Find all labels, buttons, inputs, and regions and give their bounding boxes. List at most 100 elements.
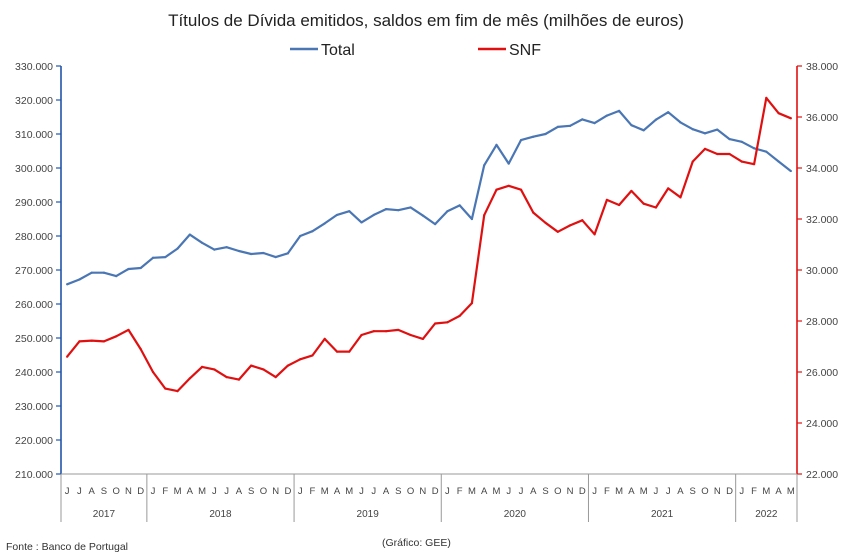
x-month-label: A bbox=[236, 486, 243, 497]
data-point-snf bbox=[593, 233, 596, 236]
x-month-label: O bbox=[701, 486, 708, 497]
data-point-total bbox=[716, 128, 719, 131]
x-month-label: S bbox=[101, 486, 107, 497]
data-point-snf bbox=[188, 377, 191, 380]
x-month-label: N bbox=[272, 486, 279, 497]
y-left-tick-label: 250.000 bbox=[15, 333, 53, 345]
data-point-snf bbox=[728, 152, 731, 156]
data-point-snf bbox=[519, 188, 523, 191]
data-point-snf bbox=[605, 198, 608, 201]
data-point-total bbox=[421, 214, 424, 217]
x-month-label: M bbox=[762, 486, 770, 497]
x-year-label: 2017 bbox=[93, 509, 116, 520]
data-point-snf bbox=[691, 160, 694, 163]
data-point-total bbox=[519, 139, 523, 142]
data-point-total bbox=[115, 275, 118, 278]
data-point-snf bbox=[752, 163, 756, 166]
x-year-label: 2020 bbox=[504, 509, 527, 520]
y-right-tick-label: 26.000 bbox=[806, 367, 838, 379]
x-month-label: D bbox=[432, 486, 439, 497]
y-right-tick-label: 24.000 bbox=[806, 418, 838, 430]
data-point-snf bbox=[262, 368, 265, 371]
x-month-label: O bbox=[554, 486, 561, 497]
data-point-snf bbox=[164, 387, 167, 390]
data-point-snf bbox=[348, 350, 351, 353]
credit-note: (Gráfico: GEE) bbox=[382, 537, 451, 549]
data-point-snf bbox=[703, 147, 707, 150]
data-point-snf bbox=[335, 350, 339, 353]
data-point-snf bbox=[384, 330, 388, 333]
data-point-total bbox=[434, 223, 437, 226]
data-point-total bbox=[544, 132, 547, 136]
x-month-label: J bbox=[654, 486, 659, 497]
data-point-total bbox=[789, 169, 792, 173]
x-month-label: O bbox=[260, 486, 267, 497]
x-month-label: N bbox=[714, 486, 721, 497]
x-month-label: A bbox=[530, 486, 537, 497]
data-point-total bbox=[581, 118, 584, 121]
y-left-tick-label: 290.000 bbox=[15, 197, 53, 209]
data-point-snf bbox=[299, 358, 302, 361]
data-point-total bbox=[200, 241, 204, 244]
data-point-snf bbox=[176, 390, 179, 393]
data-point-total bbox=[532, 135, 535, 138]
x-year-label: 2019 bbox=[357, 509, 380, 520]
x-month-label: N bbox=[125, 486, 132, 497]
x-month-label: F bbox=[457, 486, 463, 497]
data-point-snf bbox=[151, 370, 155, 374]
x-month-label: D bbox=[726, 486, 733, 497]
x-month-label: J bbox=[151, 486, 156, 497]
y-right-tick-label: 30.000 bbox=[806, 265, 838, 277]
source-note: Fonte : Banco de Portugal bbox=[6, 541, 128, 553]
x-month-label: F bbox=[751, 486, 757, 497]
data-point-total bbox=[679, 121, 682, 124]
data-point-total bbox=[250, 252, 253, 256]
data-point-total bbox=[213, 248, 216, 251]
data-point-snf bbox=[777, 112, 780, 115]
x-month-label: A bbox=[334, 486, 341, 497]
y-right-tick-label: 34.000 bbox=[806, 163, 838, 175]
x-month-label: A bbox=[628, 486, 635, 497]
data-point-snf bbox=[102, 340, 106, 343]
data-point-snf bbox=[470, 302, 474, 305]
data-point-snf bbox=[789, 117, 792, 120]
x-month-label: J bbox=[519, 486, 524, 497]
x-month-label: F bbox=[162, 486, 168, 497]
data-point-snf bbox=[483, 214, 486, 217]
y-left-tick-label: 260.000 bbox=[15, 299, 53, 311]
chart-title: Títulos de Dívida emitidos, saldos em fi… bbox=[168, 11, 684, 30]
data-point-total bbox=[286, 252, 290, 255]
data-point-total bbox=[691, 128, 694, 131]
y-right-tick-label: 38.000 bbox=[806, 61, 838, 73]
x-month-label: J bbox=[506, 486, 511, 497]
data-point-total bbox=[335, 213, 339, 217]
data-point-total bbox=[752, 147, 756, 150]
data-point-snf bbox=[286, 364, 290, 367]
legend-label-snf: SNF bbox=[509, 42, 541, 59]
y-left-tick-label: 330.000 bbox=[15, 61, 53, 73]
data-point-total bbox=[765, 150, 768, 153]
data-point-total bbox=[225, 246, 228, 249]
data-point-snf bbox=[630, 189, 633, 193]
x-month-label: A bbox=[88, 486, 95, 497]
axes: 210.000 220.000 230.000 240.000 250.000 260.0… bbox=[15, 61, 838, 522]
data-point-snf bbox=[458, 314, 461, 317]
x-month-label: J bbox=[445, 486, 450, 497]
data-point-snf bbox=[654, 206, 658, 209]
y-left-tick-label: 310.000 bbox=[15, 129, 53, 141]
data-point-snf bbox=[765, 96, 768, 99]
data-point-total bbox=[667, 111, 670, 114]
data-point-total bbox=[299, 234, 302, 238]
data-point-snf bbox=[237, 378, 240, 381]
data-point-total bbox=[556, 125, 559, 128]
y-left-tick-label: 210.000 bbox=[15, 469, 53, 481]
y-left-tick-label: 240.000 bbox=[15, 367, 53, 379]
data-point-total bbox=[384, 208, 388, 211]
x-month-label: A bbox=[677, 486, 684, 497]
data-point-snf bbox=[372, 330, 375, 333]
data-point-total bbox=[372, 213, 375, 217]
y-left-tick-label: 230.000 bbox=[15, 401, 53, 413]
data-point-total bbox=[176, 247, 179, 250]
x-month-label: A bbox=[187, 486, 194, 497]
